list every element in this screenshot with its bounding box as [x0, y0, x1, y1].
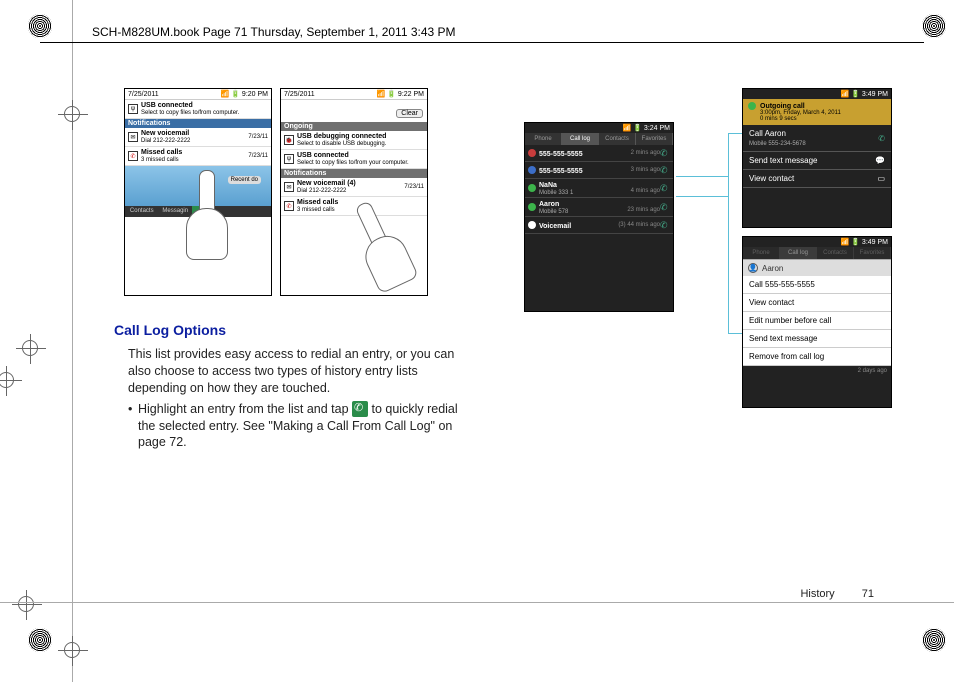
status-time: 📶 🔋 3:24 PM	[623, 124, 670, 132]
bug-icon: 🐞	[284, 135, 294, 145]
context-title: 👤 Aaron	[743, 259, 891, 276]
connector-to-4	[728, 133, 742, 134]
page-footer: History 71	[800, 588, 874, 600]
ongoing-header: Ongoing	[281, 122, 427, 131]
statusbar: 📶 🔋 3:49 PM	[743, 89, 891, 99]
status-time: 📶 🔋 9:20 PM	[221, 90, 268, 98]
call-marker-icon	[528, 221, 536, 229]
clear-button[interactable]: Clear	[396, 109, 423, 118]
phone-icon[interactable]: ✆	[660, 220, 670, 230]
status-time: 📶 🔋 3:49 PM	[841, 238, 888, 246]
tab-bar: Phone Call log Contacts Favorites	[525, 133, 673, 145]
connector-to-5	[728, 333, 742, 334]
crop-bottom-left-icon	[28, 628, 52, 652]
crop-right-mid-icon	[0, 372, 14, 388]
status-date: 7/25/2011	[128, 91, 159, 98]
phone-icon: ✆	[878, 134, 885, 143]
crop-guide-h	[0, 602, 954, 603]
notif-header: Notifications	[281, 169, 427, 178]
body-text-col: Call Log Options This list provides easy…	[114, 322, 474, 451]
footer-section: History	[800, 588, 834, 600]
outgoing-header: Outgoing call 3:00pm, Friday, March 4, 2…	[743, 99, 891, 125]
voicemail-icon: ✉	[128, 132, 138, 142]
screenshot-5-context: 📶 🔋 3:49 PM PhoneCall logContactsFavorit…	[742, 236, 892, 408]
call-marker-icon	[528, 184, 536, 192]
connector-mid	[676, 196, 728, 197]
dock-contacts: Contacts	[125, 206, 159, 217]
missed-icon: ✆	[284, 201, 294, 211]
tab-phone[interactable]: Phone	[525, 133, 562, 145]
context-menu-item[interactable]: Edit number before call	[743, 312, 891, 330]
crop-left-low-icon	[18, 596, 34, 612]
usb-icon: ψ	[128, 104, 138, 114]
phone-icon[interactable]: ✆	[660, 183, 670, 193]
section-heading: Call Log Options	[114, 322, 474, 338]
send-text-row[interactable]: Send text message💬	[743, 152, 891, 170]
tab-calllog[interactable]: Call log	[562, 133, 599, 145]
crop-top-left-icon	[28, 14, 52, 38]
context-menu-item[interactable]: Call 555-555-5555	[743, 276, 891, 294]
contact-icon: 👤	[748, 263, 758, 273]
usb-row: ψ USB connectedSelect to copy files to/f…	[281, 150, 427, 169]
crop-cross-bl-icon	[64, 642, 80, 658]
hand-pointer-1	[176, 170, 236, 260]
status-time: 📶 🔋 9:22 PM	[377, 90, 424, 98]
status-time: 📶 🔋 3:49 PM	[841, 90, 888, 98]
page-header: SCH-M828UM.book Page 71 Thursday, Septem…	[92, 25, 456, 39]
usb-icon: ψ	[284, 154, 294, 164]
calllog-row[interactable]: Voicemail(3) 44 mins ago✆	[525, 217, 673, 234]
statusbar: 7/25/2011 📶 🔋 9:22 PM	[281, 89, 427, 100]
view-contact-row[interactable]: View contact▭	[743, 170, 891, 188]
body-bullet: Highlight an entry from the list and tap…	[128, 401, 474, 452]
crop-bottom-right-icon	[922, 628, 946, 652]
tab-bar-dim: PhoneCall logContactsFavorites	[743, 247, 891, 259]
calllog-row[interactable]: AaronMobile 57823 mins ago✆	[525, 198, 673, 217]
phone-icon[interactable]: ✆	[660, 165, 670, 175]
missed-icon: ✆	[128, 151, 138, 161]
calllog-row[interactable]: 555-555-55553 mins ago✆	[525, 162, 673, 179]
notif-header: Notifications	[125, 119, 271, 128]
card-icon: ▭	[877, 174, 885, 183]
voicemail-row: ✉ New voicemailDial 212-222-2222 7/23/11	[125, 128, 271, 147]
dial-inline-icon	[352, 401, 368, 417]
phone-icon[interactable]: ✆	[660, 148, 670, 158]
call-marker-icon	[528, 203, 536, 211]
call-aaron-row[interactable]: Call AaronMobile 555-234-5678 ✆	[743, 125, 891, 152]
statusbar: 7/25/2011 📶 🔋 9:20 PM	[125, 89, 271, 100]
clear-row: Clear	[281, 100, 427, 122]
status-date: 7/25/2011	[284, 91, 315, 98]
footer-page: 71	[862, 588, 874, 600]
statusbar: 📶 🔋 3:49 PM	[743, 237, 891, 247]
usb-debug-row: 🐞 USB debugging connectedSelect to disab…	[281, 131, 427, 150]
screenshot-3-calllog: 📶 🔋 3:24 PM Phone Call log Contacts Favo…	[524, 122, 674, 312]
body-paragraph: This list provides easy access to redial…	[128, 346, 474, 397]
usb-row: ψ USB connectedSelect to copy files to/f…	[125, 100, 271, 119]
call-marker-icon	[528, 149, 536, 157]
phone-icon[interactable]: ✆	[660, 202, 670, 212]
chat-icon: 💬	[875, 156, 885, 165]
statusbar: 📶 🔋 3:24 PM	[525, 123, 673, 133]
crop-left-mid-icon	[22, 340, 38, 356]
connector-top	[676, 176, 728, 177]
context-menu-item[interactable]: Remove from call log	[743, 348, 891, 366]
connector-vertical	[728, 133, 729, 333]
context-menu-item[interactable]: View contact	[743, 294, 891, 312]
screenshot-4-entry: 📶 🔋 3:49 PM Outgoing call 3:00pm, Friday…	[742, 88, 892, 228]
calllog-row[interactable]: NaNaMobile 333 14 mins ago✆	[525, 179, 673, 198]
context-menu-item[interactable]: Send text message	[743, 330, 891, 348]
calllog-row[interactable]: 555-555-55552 mins ago✆	[525, 145, 673, 162]
voicemail-row: ✉ New voicemail (4)Dial 212-222-2222 7/2…	[281, 178, 427, 197]
tab-favorites[interactable]: Favorites	[636, 133, 673, 145]
page-header-rule	[40, 42, 924, 43]
call-marker-icon	[528, 166, 536, 174]
missed-row: ✆ Missed calls3 missed calls 7/23/11	[125, 147, 271, 166]
tab-contacts[interactable]: Contacts	[599, 133, 636, 145]
voicemail-icon: ✉	[284, 182, 294, 192]
crop-top-right-icon	[922, 14, 946, 38]
context-footer: 2 days ago	[743, 366, 891, 376]
crop-cross-tl-icon	[64, 106, 80, 122]
